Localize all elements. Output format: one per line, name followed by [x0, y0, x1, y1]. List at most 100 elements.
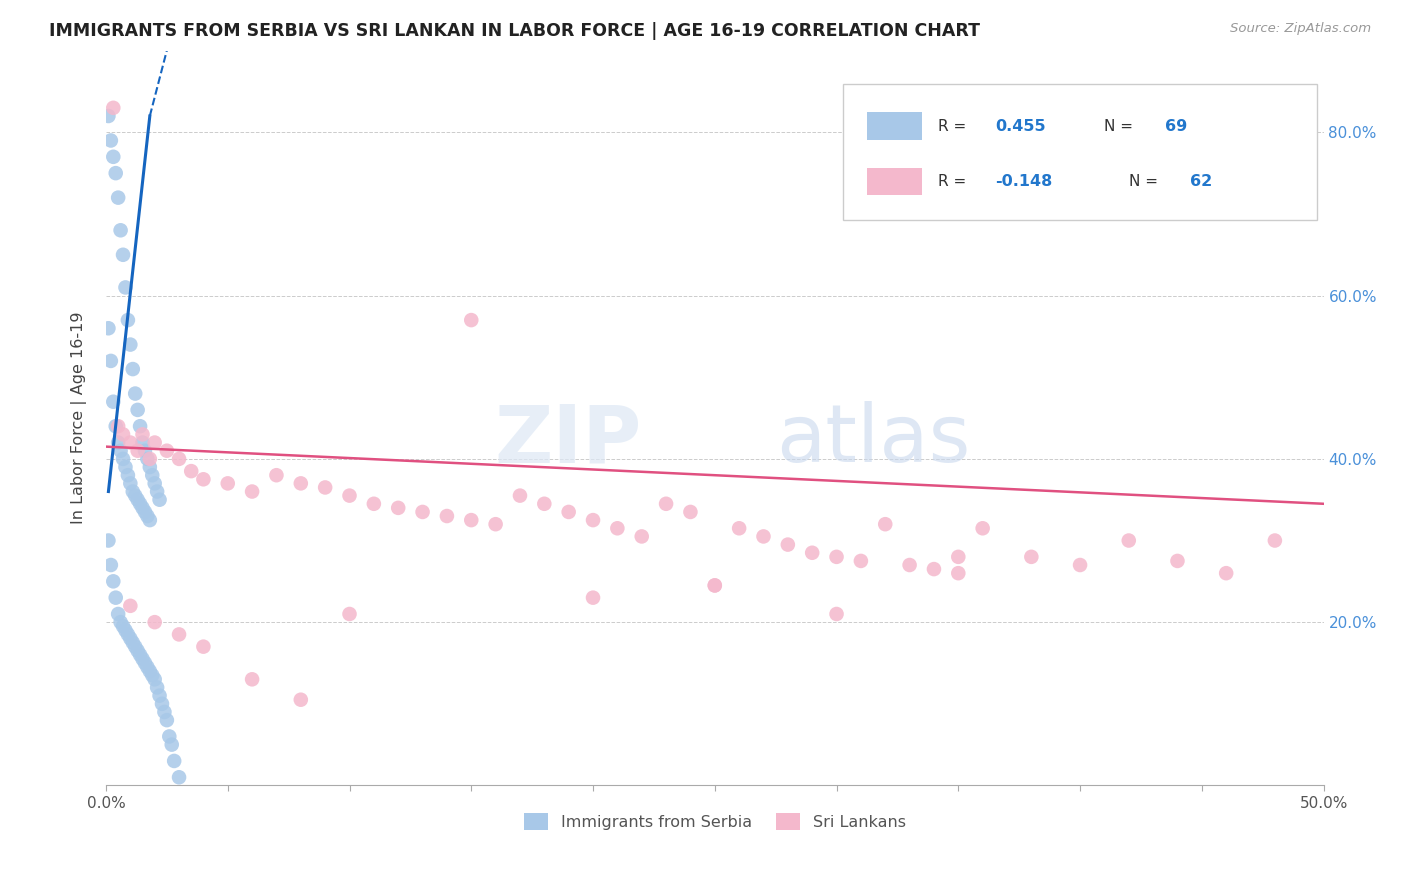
- Point: [124, 386, 146, 401]
- Point: [139, 664, 162, 678]
- Point: [120, 435, 142, 450]
- Text: N =: N =: [1104, 119, 1133, 134]
- Point: [948, 549, 970, 564]
- Point: [150, 697, 173, 711]
- Point: [139, 513, 162, 527]
- Point: [127, 644, 149, 658]
- Legend: Immigrants from Serbia, Sri Lankans: Immigrants from Serbia, Sri Lankans: [517, 807, 912, 836]
- Point: [114, 624, 136, 638]
- Point: [436, 509, 458, 524]
- Point: [1069, 558, 1091, 572]
- Point: [117, 627, 139, 641]
- Text: R =: R =: [938, 174, 970, 189]
- Point: [849, 554, 872, 568]
- Point: [97, 321, 120, 335]
- Point: [801, 546, 824, 560]
- Point: [679, 505, 702, 519]
- Point: [582, 591, 605, 605]
- Text: atlas: atlas: [776, 401, 970, 479]
- Point: [141, 468, 163, 483]
- Point: [156, 443, 179, 458]
- Point: [557, 505, 579, 519]
- Point: [129, 497, 152, 511]
- Point: [120, 337, 142, 351]
- Point: [114, 460, 136, 475]
- Point: [240, 673, 263, 687]
- Text: 0.455: 0.455: [995, 119, 1046, 134]
- Point: [112, 248, 135, 262]
- Point: [193, 472, 215, 486]
- Point: [509, 489, 531, 503]
- Point: [703, 578, 725, 592]
- Point: [167, 451, 190, 466]
- Point: [131, 500, 153, 515]
- Point: [100, 133, 122, 147]
- Text: 62: 62: [1189, 174, 1212, 189]
- Point: [127, 403, 149, 417]
- Point: [121, 484, 143, 499]
- Point: [1215, 566, 1237, 581]
- Point: [972, 521, 994, 535]
- Point: [100, 354, 122, 368]
- Point: [387, 500, 409, 515]
- Point: [131, 427, 153, 442]
- FancyBboxPatch shape: [842, 84, 1317, 219]
- Point: [103, 150, 125, 164]
- Point: [156, 713, 179, 727]
- Point: [167, 770, 190, 784]
- Point: [110, 615, 132, 629]
- Text: N =: N =: [1129, 174, 1157, 189]
- Text: ZIP: ZIP: [495, 401, 641, 479]
- Point: [112, 619, 135, 633]
- Point: [160, 738, 183, 752]
- Point: [143, 476, 166, 491]
- Point: [107, 435, 129, 450]
- Point: [266, 468, 288, 483]
- Text: -0.148: -0.148: [995, 174, 1052, 189]
- Point: [97, 109, 120, 123]
- Point: [141, 668, 163, 682]
- Point: [167, 627, 190, 641]
- Point: [163, 754, 186, 768]
- Point: [104, 591, 127, 605]
- Point: [582, 513, 605, 527]
- Point: [606, 521, 628, 535]
- Bar: [868, 112, 922, 140]
- Point: [180, 464, 202, 478]
- Point: [104, 166, 127, 180]
- Point: [1264, 533, 1286, 548]
- Point: [124, 640, 146, 654]
- Bar: [868, 168, 922, 195]
- Y-axis label: In Labor Force | Age 16-19: In Labor Force | Age 16-19: [72, 312, 87, 524]
- Point: [103, 574, 125, 589]
- Point: [134, 505, 156, 519]
- Point: [120, 632, 142, 646]
- Point: [112, 427, 135, 442]
- Point: [290, 692, 312, 706]
- Point: [728, 521, 751, 535]
- Point: [703, 578, 725, 592]
- Point: [460, 513, 482, 527]
- Point: [898, 558, 921, 572]
- Point: [153, 705, 176, 719]
- Point: [110, 223, 132, 237]
- Point: [129, 419, 152, 434]
- Text: Source: ZipAtlas.com: Source: ZipAtlas.com: [1230, 22, 1371, 36]
- Point: [339, 489, 361, 503]
- Point: [107, 419, 129, 434]
- Point: [412, 505, 434, 519]
- Point: [131, 652, 153, 666]
- Point: [104, 419, 127, 434]
- Point: [136, 660, 159, 674]
- Point: [948, 566, 970, 581]
- Text: 69: 69: [1166, 119, 1188, 134]
- Point: [139, 451, 162, 466]
- Point: [114, 280, 136, 294]
- Text: IMMIGRANTS FROM SERBIA VS SRI LANKAN IN LABOR FORCE | AGE 16-19 CORRELATION CHAR: IMMIGRANTS FROM SERBIA VS SRI LANKAN IN …: [49, 22, 980, 40]
- Point: [143, 435, 166, 450]
- Point: [217, 476, 239, 491]
- Point: [1166, 554, 1188, 568]
- Point: [1021, 549, 1043, 564]
- Point: [136, 509, 159, 524]
- Point: [134, 656, 156, 670]
